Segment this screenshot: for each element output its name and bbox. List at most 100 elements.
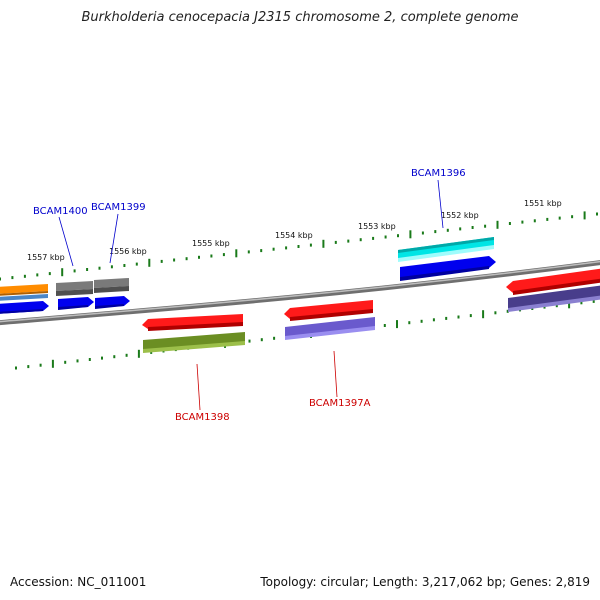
minor-tick [484,224,487,228]
kbp-label: 1551 kbp [524,199,562,208]
minor-tick [150,350,153,354]
minor-tick [27,365,30,369]
major-tick [396,320,398,329]
minor-tick [445,316,448,320]
minor-tick [0,277,1,281]
minor-tick [420,319,423,323]
minor-tick [533,219,536,223]
minor-tick [546,217,549,221]
minor-tick [347,239,350,243]
genome-backbone [0,260,600,326]
gene-feature-bcam1396-blue[interactable] [400,256,496,281]
gene-feature-bcam1396-cyan[interactable] [398,237,494,262]
minor-tick [123,264,126,267]
gene-label-bcam1398[interactable]: BCAM1398 [175,412,230,423]
minor-tick [36,273,39,277]
minor-tick [555,304,558,308]
minor-tick [185,257,188,261]
minor-tick [432,318,435,322]
major-tick [235,249,238,258]
minor-tick [98,266,101,270]
minor-tick [309,243,312,247]
minor-tick [210,254,213,258]
gene-feature-bcam1397a-red[interactable] [284,300,373,321]
minor-tick [592,299,595,303]
minor-tick [558,216,561,220]
minor-tick [125,353,128,357]
minor-tick [494,311,497,315]
minor-tick [101,356,103,360]
minor-tick [457,315,460,319]
major-tick [61,268,64,277]
minor-tick [446,228,449,232]
minor-tick [73,269,76,273]
minor-tick [521,220,524,224]
minor-tick [421,231,424,235]
gene-label-bcam1396[interactable]: BCAM1396 [411,168,466,179]
minor-tick [222,253,225,257]
kbp-label: 1556 kbp [109,247,147,256]
kbp-label: 1557 kbp [27,253,65,262]
minor-tick [76,359,79,363]
minor-tick [110,265,113,269]
minor-tick [15,366,17,370]
minor-tick [580,301,583,305]
gene-feature-bcam1399-gray[interactable] [94,278,129,293]
gene-label-bcam1397a[interactable]: BCAM1397A [309,398,371,409]
minor-tick [571,215,574,219]
minor-tick [86,268,89,271]
gene-feature-left-blue[interactable] [0,301,49,314]
gene-feature-bcam1400-gray[interactable] [56,281,93,296]
minor-tick [198,255,200,259]
minor-tick [434,230,437,234]
minor-tick [260,249,263,253]
minor-tick [334,240,337,244]
minor-tick [471,226,474,229]
gene-label-bcam1399[interactable]: BCAM1399 [91,202,146,213]
gene-feature-bcam1398-olive[interactable] [143,332,245,353]
minor-tick [596,212,598,216]
accession-text: Accession: NC_011001 [10,575,147,589]
minor-tick [272,247,275,251]
minor-tick [459,227,462,231]
upper-tick-row [0,211,598,281]
gene-feature-left-orange[interactable] [0,284,48,301]
minor-tick [383,324,386,327]
minor-tick [39,363,42,367]
major-tick [148,258,151,267]
major-tick [568,300,571,309]
major-tick [583,211,586,220]
map-title: Burkholderia cenocepacia J2315 chromosom… [81,10,519,25]
minor-tick [48,272,51,276]
minor-tick [297,245,300,248]
minor-tick [469,314,472,318]
major-tick [137,349,140,358]
leader-line-bcam1396 [437,179,444,229]
leader-line-bcam1398 [196,363,201,411]
minor-tick [397,234,399,238]
gene-feature-bcam1398-red[interactable] [142,314,243,331]
minor-tick [23,274,26,278]
gene-feature-bcam1399-blue[interactable] [95,296,130,309]
minor-tick [384,235,387,239]
minor-tick [11,276,14,280]
minor-tick [173,258,176,262]
gene-feature-right-darkslate[interactable] [508,285,600,312]
minor-tick [113,355,116,359]
minor-tick [372,236,375,240]
minor-tick [359,238,362,242]
minor-tick [248,339,251,343]
minor-tick [273,336,276,340]
gene-label-bcam1400[interactable]: BCAM1400 [33,206,88,217]
major-tick [322,239,325,248]
gene-feature-bcam1400-blue[interactable] [58,297,94,310]
minor-tick [408,321,411,325]
leader-line-bcam1400 [58,216,74,267]
gene-feature-bcam1397a-slateblue[interactable] [285,317,375,340]
major-tick [496,220,499,229]
major-tick [409,230,412,239]
major-tick [51,359,54,368]
gene-feature-right-red[interactable] [506,268,600,295]
minor-tick [285,246,288,250]
